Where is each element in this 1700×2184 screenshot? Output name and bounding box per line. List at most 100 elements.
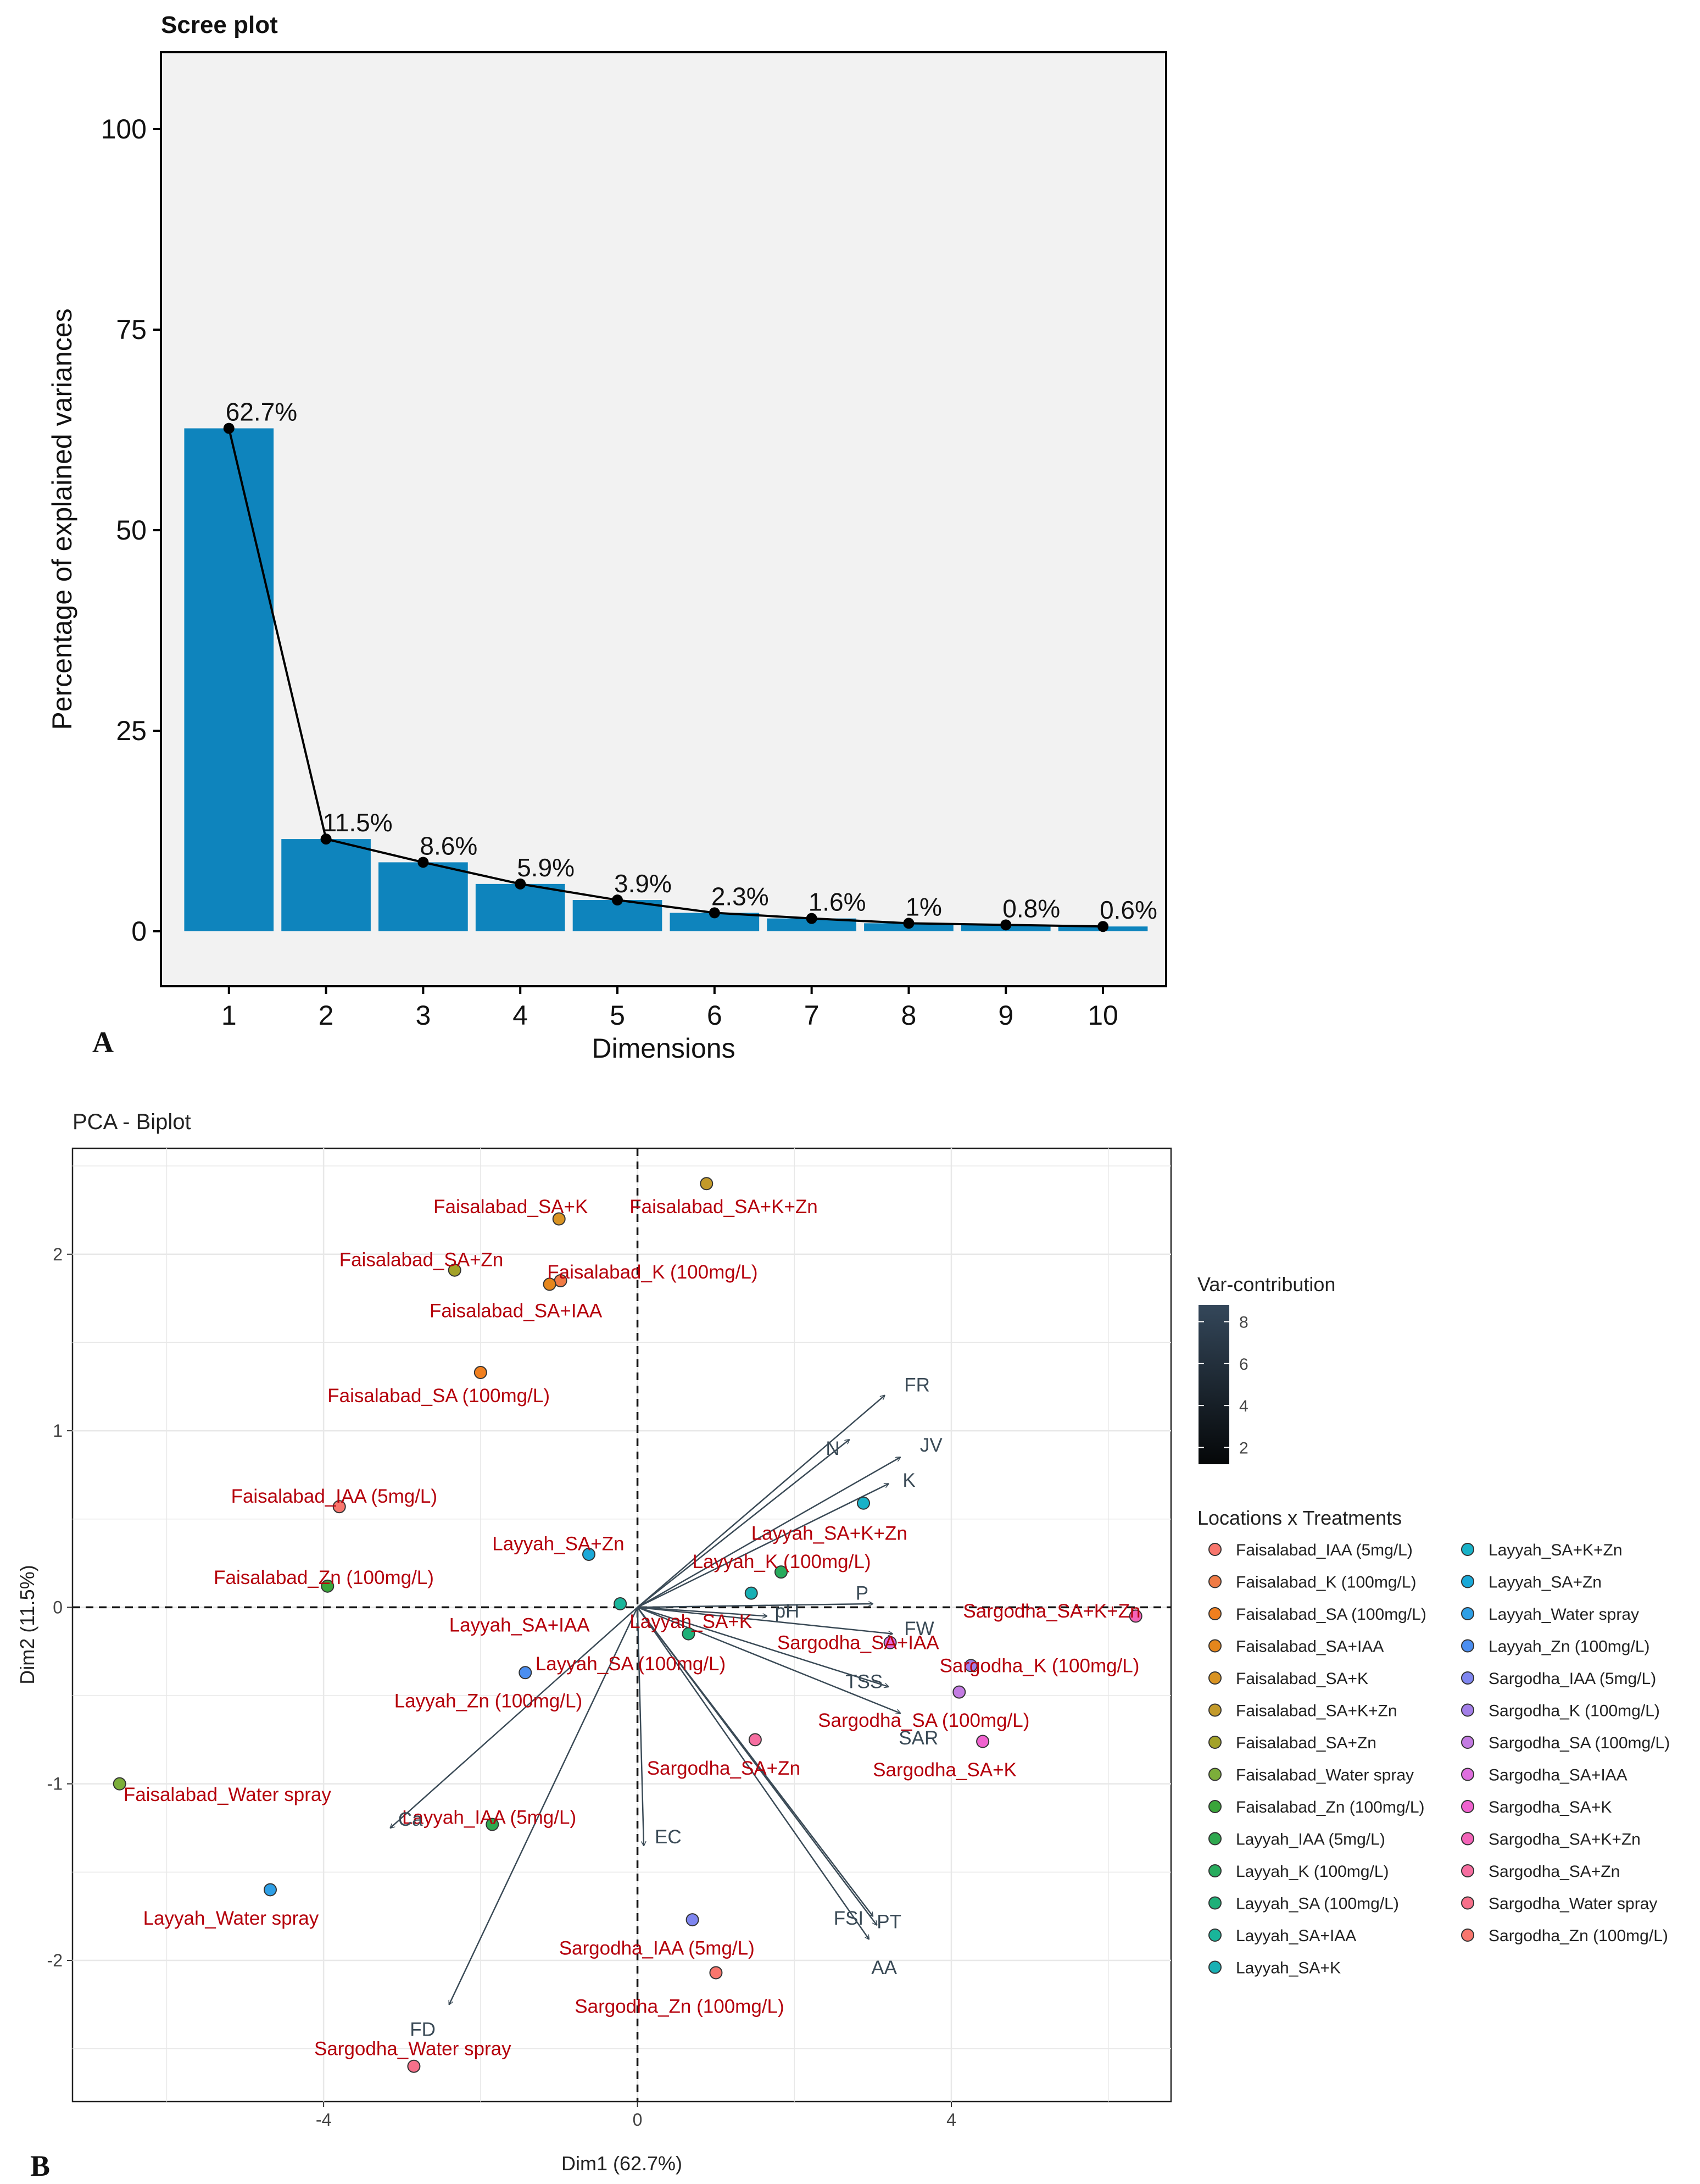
scree-x-tick-label: 10	[1088, 1000, 1118, 1031]
biplot-arrow-ph	[637, 1607, 767, 1616]
biplot-point-label: Sargodha_K (100mg/L)	[940, 1655, 1140, 1676]
legend-swatch	[1208, 1800, 1222, 1813]
biplot-point-label: Layyah_SA+IAA	[449, 1615, 590, 1636]
biplot-point	[709, 1966, 723, 1980]
scree-bar	[767, 918, 856, 931]
legend-swatch	[1461, 1896, 1474, 1910]
legend-swatch	[1461, 1800, 1474, 1813]
biplot-point	[519, 1666, 532, 1680]
legend-item-label: Layyah_SA+K+Zn	[1489, 1541, 1623, 1559]
biplot-point	[964, 1659, 978, 1672]
scree-data-label: 0.6%	[1100, 896, 1157, 924]
biplot-variable-label: K	[902, 1470, 915, 1491]
legend-swatch	[1208, 1671, 1222, 1685]
biplot-arrow-fw	[637, 1607, 893, 1633]
colorbar-tick-label: 4	[1239, 1397, 1248, 1415]
biplot-point-label: Sargodha_SA (100mg/L)	[818, 1710, 1029, 1731]
biplot-point-label: Sargodha_SA+K	[873, 1759, 1017, 1781]
scree-x-axis-label: Dimensions	[592, 1033, 735, 1064]
biplot-variable-label: EC	[655, 1826, 682, 1848]
biplot-y-axis-label: Dim2 (11.5%)	[16, 1565, 38, 1684]
biplot-point-label: Faisalabad_SA+IAA	[430, 1301, 603, 1322]
legend-item-label: Sargodha_IAA (5mg/L)	[1489, 1670, 1656, 1688]
legend-item-label: Faisalabad_SA (100mg/L)	[1236, 1605, 1426, 1624]
biplot-variable-label: FSI	[834, 1908, 863, 1929]
scree-data-labels: 62.7% 11.5% 8.6% 5.9% 3.9% 2.3% 1.6% 1% 0.8% 0.6%	[226, 398, 1157, 925]
legend-swatch	[1208, 1864, 1222, 1877]
scree-data-label: 1.6%	[809, 888, 866, 916]
legend-item-label: Layyah_K (100mg/L)	[1236, 1863, 1389, 1881]
biplot-point-label: Layyah_SA (100mg/L)	[536, 1653, 726, 1675]
legend-swatch	[1208, 1543, 1222, 1556]
locations-legend: Locations x Treatments Faisalabad_IAA (5…	[1197, 1507, 1670, 1977]
scree-data-label: 0.8%	[1002, 894, 1060, 922]
legend-swatch	[1208, 1768, 1222, 1781]
biplot-point-label: Layyah_IAA (5mg/L)	[402, 1807, 576, 1829]
biplot-point-label: Sargodha_SA+K+Zn	[963, 1601, 1140, 1622]
legend-item-label: Sargodha_K (100mg/L)	[1489, 1702, 1660, 1720]
legend-item-label: Faisalabad_Water spray	[1236, 1766, 1414, 1785]
scree-data-label: 5.9%	[517, 853, 575, 882]
legend-item-label: Layyah_SA+K	[1236, 1959, 1341, 1977]
panel-label-a: A	[92, 1026, 114, 1059]
biplot-point-label: Layyah_SA+K+Zn	[751, 1522, 907, 1544]
biplot-arrow-k	[637, 1483, 889, 1608]
scree-y-tick-label: 75	[116, 314, 147, 345]
scree-bar	[378, 862, 468, 931]
biplot-point	[486, 1818, 499, 1831]
scree-y-axis: 0 25 50 75 100	[101, 114, 161, 947]
biplot-variable-labels: FR JVK N PpH FW TSS SAR FSI PT AA EC Ca FD	[398, 1375, 943, 2041]
biplot-variable-label: Ca	[398, 1809, 423, 1830]
biplot-point	[582, 1547, 595, 1561]
biplot-point	[332, 1500, 346, 1514]
scree-data-label: 11.5%	[323, 808, 393, 837]
biplot-variable-label: TSS	[845, 1671, 883, 1692]
biplot-y-tick-label: 0	[53, 1597, 63, 1617]
legend-item-label: Faisalabad_SA+K	[1236, 1670, 1368, 1688]
legend-item-label: Layyah_SA (100mg/L)	[1236, 1895, 1399, 1913]
biplot-point	[976, 1735, 990, 1748]
biplot-variable-label: P	[856, 1583, 868, 1604]
legend-item-label: Sargodha_SA (100mg/L)	[1489, 1734, 1670, 1752]
biplot-point	[682, 1627, 695, 1641]
biplot-point	[744, 1586, 758, 1600]
biplot-arrow-p	[637, 1604, 873, 1608]
scree-title: Scree plot	[161, 12, 278, 38]
biplot-point-label: Faisalabad_Zn (100mg/L)	[214, 1567, 434, 1588]
biplot-point	[857, 1496, 870, 1510]
legend-item-label: Faisalabad_IAA (5mg/L)	[1236, 1541, 1413, 1559]
legend-item-label: Faisalabad_K (100mg/L)	[1236, 1574, 1417, 1592]
legend-item-label: Sargodha_Zn (100mg/L)	[1489, 1927, 1668, 1945]
legend-swatch	[1461, 1639, 1474, 1653]
biplot-x-axis-label: Dim1 (62.7%)	[561, 2152, 682, 2175]
scree-line-point	[223, 423, 235, 434]
biplot-point	[407, 2059, 421, 2073]
biplot-arrow-aa	[637, 1607, 869, 1939]
legend-swatch	[1208, 1639, 1222, 1653]
scree-line-point	[709, 907, 720, 919]
biplot-arrow-pt	[637, 1607, 877, 1925]
legend-swatch	[1461, 1736, 1474, 1749]
legend-item-label: Sargodha_SA+IAA	[1489, 1766, 1627, 1785]
biplot-point	[952, 1685, 966, 1699]
biplot-variable-label: FW	[904, 1618, 934, 1640]
scree-data-label: 3.9%	[614, 869, 672, 898]
biplot-variable-label: JV	[920, 1435, 943, 1456]
panel-label-b: B	[30, 2149, 50, 2182]
scree-bar	[281, 839, 371, 931]
biplot-point	[774, 1565, 788, 1579]
scree-panel-background	[160, 51, 1167, 987]
scree-line-point	[417, 857, 429, 868]
biplot-x-tick-label: -4	[316, 2110, 331, 2130]
scree-line-point	[903, 918, 915, 929]
biplot-point-label: Layyah_K (100mg/L)	[693, 1551, 871, 1572]
scree-y-tick-label: 50	[116, 515, 147, 546]
legend-swatch	[1208, 1736, 1222, 1749]
legend-swatch	[1461, 1607, 1474, 1620]
biplot-point-label: Faisalabad_SA+Zn	[339, 1249, 504, 1270]
biplot-grid	[73, 1148, 1171, 2102]
biplot-arrow-n	[637, 1440, 850, 1608]
legend-item-label: Layyah_SA+Zn	[1489, 1574, 1602, 1592]
legend-swatch	[1208, 1960, 1222, 1974]
